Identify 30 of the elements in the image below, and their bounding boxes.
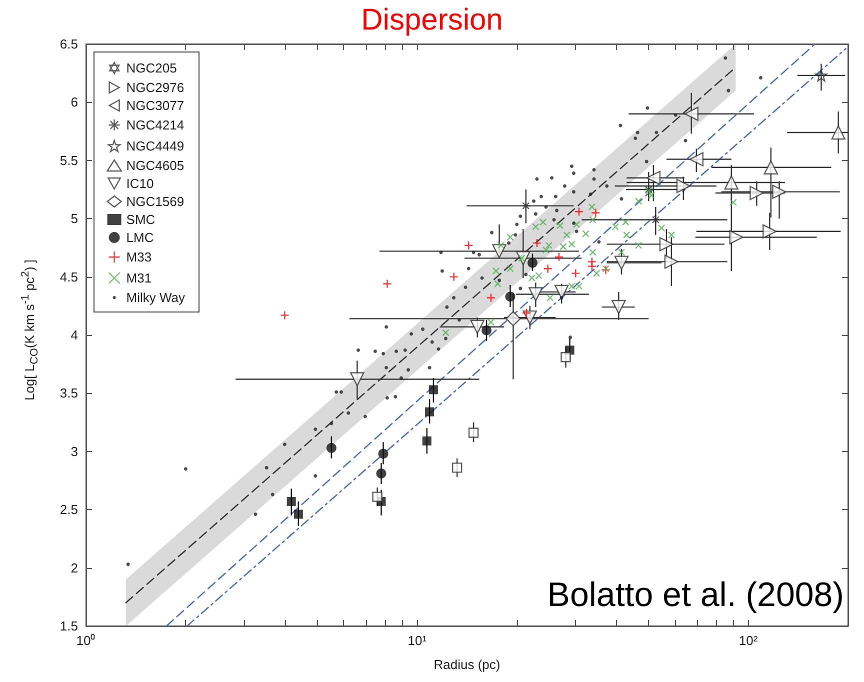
- y-tick-label: 1.5: [60, 618, 78, 634]
- x-tick-label: 10⁰: [76, 633, 96, 648]
- legend-label: NGC1569: [126, 194, 184, 209]
- x-tick-label: 10¹: [408, 633, 428, 648]
- legend-label: LMC: [126, 230, 154, 245]
- chart-title: Dispersion: [361, 4, 503, 36]
- legend-label: SMC: [126, 212, 156, 227]
- legend-label: NGC3077: [126, 98, 184, 113]
- legend-label: M33: [126, 250, 152, 264]
- legend-label: NGC205: [126, 60, 177, 76]
- x-axis-title: Radius (pc): [434, 657, 500, 672]
- legend-label: Milky Way: [126, 290, 186, 305]
- legend-label: M31: [126, 270, 152, 286]
- legend-label: NGC4449: [126, 138, 184, 154]
- y-tick-label: 5: [70, 211, 78, 226]
- legend-label: NGC4214: [126, 118, 184, 132]
- annotation: Bolatto et al. (2008): [547, 576, 844, 614]
- legend-label: IC10: [126, 176, 154, 191]
- y-tick-label: 6.5: [60, 36, 78, 52]
- y-tick-label: 6: [70, 94, 78, 110]
- y-tick-label: 3.5: [60, 386, 78, 401]
- y-tick-label: 2.5: [60, 502, 78, 518]
- legend-label: NGC4605: [126, 158, 184, 173]
- y-tick-label: 2: [70, 560, 78, 576]
- y-tick-label: 4: [70, 328, 78, 342]
- x-tick-label: 10²: [738, 633, 758, 648]
- y-tick-label: 3: [70, 444, 78, 459]
- y-tick-label: 5.5: [60, 152, 78, 168]
- y-tick-label: 4.5: [60, 269, 78, 284]
- legend-label: NGC2976: [126, 80, 184, 95]
